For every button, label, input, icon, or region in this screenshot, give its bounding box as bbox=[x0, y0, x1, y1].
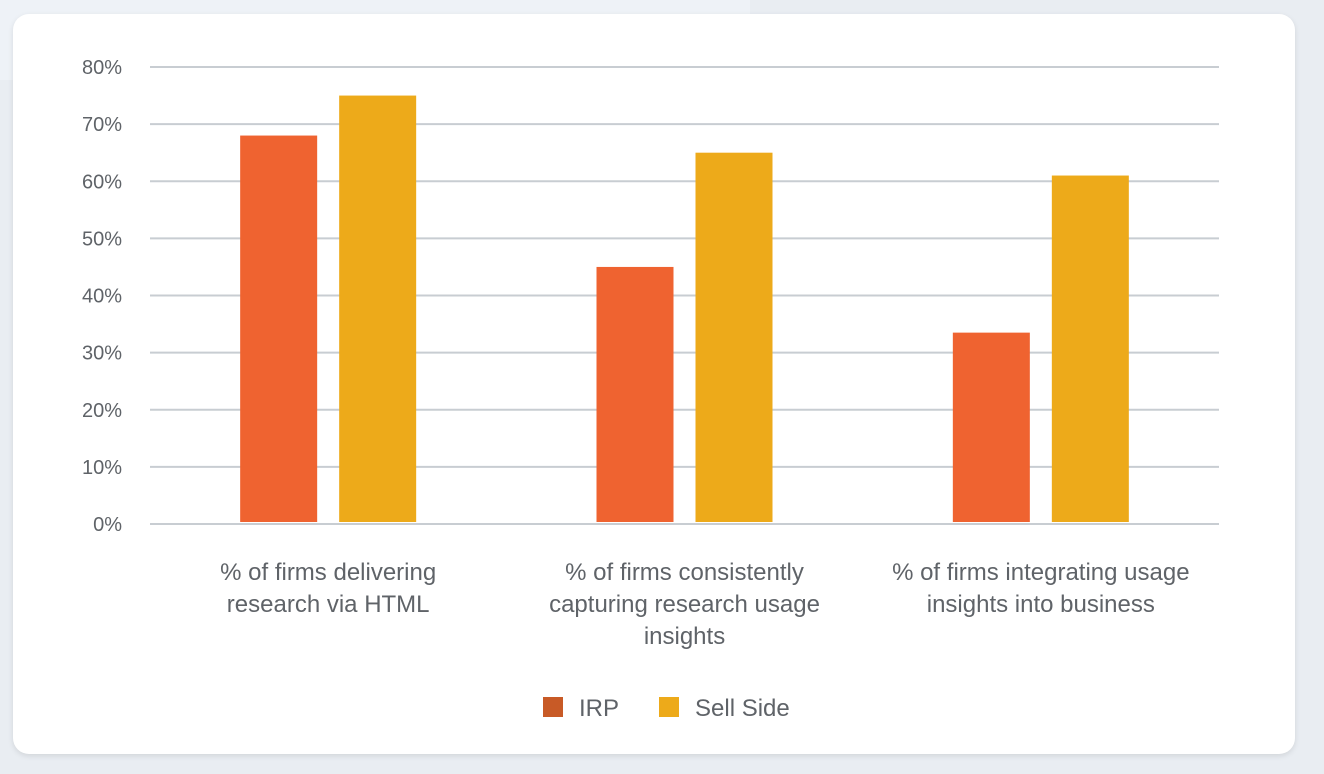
bar-irp bbox=[596, 266, 674, 522]
legend-label-irp: IRP bbox=[579, 695, 619, 722]
bar-irp bbox=[240, 135, 318, 523]
x-category-label-line: % of firms delivering bbox=[220, 559, 436, 586]
x-category-label-line: research via HTML bbox=[227, 591, 430, 618]
x-category-label-line: insights bbox=[644, 623, 725, 650]
y-tick-label: 20% bbox=[82, 400, 122, 422]
y-tick-label: 70% bbox=[82, 114, 122, 136]
x-category-label-line: % of firms integrating usage bbox=[892, 559, 1189, 586]
y-tick-label: 60% bbox=[82, 171, 122, 193]
x-category-label-line: % of firms consistently bbox=[565, 559, 804, 586]
y-tick-label: 0% bbox=[93, 514, 122, 536]
bar-sell-side bbox=[339, 95, 417, 522]
legend-swatch-sell-side bbox=[659, 697, 679, 717]
legend: IRP Sell Side bbox=[543, 695, 790, 722]
y-tick-label: 40% bbox=[82, 286, 122, 308]
x-category-label: % of firms integrating usage insights int… bbox=[892, 559, 1189, 618]
x-category-label-line: capturing research usage bbox=[549, 591, 820, 618]
x-category-label-line: insights into business bbox=[927, 591, 1155, 618]
y-axis-ticks: 0% 10% 20% 30% 40% 50% 60% 70% 80% bbox=[82, 57, 122, 536]
y-tick-label: 10% bbox=[82, 457, 122, 479]
gridlines bbox=[150, 66, 1219, 525]
y-tick-label: 80% bbox=[82, 57, 122, 79]
bar-sell-side bbox=[695, 152, 773, 522]
y-tick-label: 50% bbox=[82, 228, 122, 250]
bars bbox=[240, 95, 1129, 523]
legend-swatch-irp bbox=[543, 697, 563, 717]
y-tick-label: 30% bbox=[82, 343, 122, 365]
x-category-label: % of firms delivering research via HTML bbox=[220, 559, 436, 618]
bar-sell-side bbox=[1051, 175, 1129, 522]
bar-irp bbox=[952, 332, 1030, 522]
legend-label-sell-side: Sell Side bbox=[695, 695, 790, 722]
x-category-label: % of firms consistently capturing researc… bbox=[549, 559, 820, 650]
